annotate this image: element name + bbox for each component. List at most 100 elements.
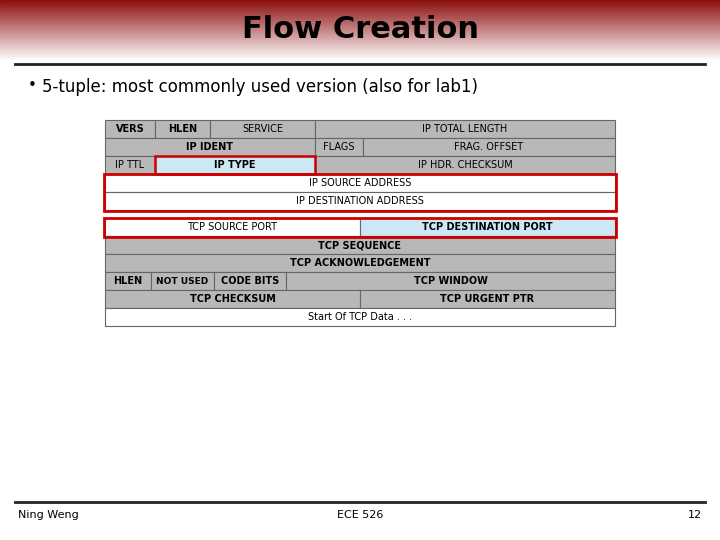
Bar bbox=[0, 31, 720, 32]
Bar bbox=[0, 28, 720, 29]
Text: TCP CHECKSUM: TCP CHECKSUM bbox=[189, 294, 276, 304]
Text: TCP URGENT PTR: TCP URGENT PTR bbox=[441, 294, 534, 304]
Bar bbox=[0, 56, 720, 57]
Text: IP TOTAL LENGTH: IP TOTAL LENGTH bbox=[423, 124, 508, 134]
Text: Flow Creation: Flow Creation bbox=[241, 16, 479, 44]
Bar bbox=[105, 174, 615, 192]
Bar bbox=[0, 20, 720, 21]
Bar bbox=[315, 156, 615, 174]
Bar bbox=[0, 30, 720, 31]
Bar bbox=[0, 36, 720, 37]
Bar bbox=[0, 43, 720, 44]
Text: VERS: VERS bbox=[116, 124, 145, 134]
Text: ECE 526: ECE 526 bbox=[337, 510, 383, 520]
Text: IP TTL: IP TTL bbox=[115, 160, 145, 170]
Bar bbox=[105, 254, 615, 272]
Bar bbox=[0, 35, 720, 36]
Bar bbox=[0, 17, 720, 18]
Bar bbox=[0, 22, 720, 23]
Bar bbox=[0, 59, 720, 60]
Text: CODE BITS: CODE BITS bbox=[221, 276, 279, 286]
Bar bbox=[0, 45, 720, 46]
Text: IP TYPE: IP TYPE bbox=[215, 160, 256, 170]
Bar bbox=[0, 48, 720, 49]
Bar bbox=[104, 218, 616, 237]
Text: TCP DESTINATION PORT: TCP DESTINATION PORT bbox=[422, 222, 553, 232]
Text: TCP ACKNOWLEDGEMENT: TCP ACKNOWLEDGEMENT bbox=[289, 258, 431, 268]
Bar bbox=[105, 290, 360, 308]
Text: TCP WINDOW: TCP WINDOW bbox=[413, 276, 487, 286]
Bar bbox=[0, 15, 720, 16]
Bar bbox=[363, 138, 615, 156]
Bar bbox=[0, 52, 720, 53]
Text: HLEN: HLEN bbox=[168, 124, 197, 134]
Bar bbox=[0, 0, 720, 1]
Bar bbox=[0, 12, 720, 13]
Bar bbox=[210, 120, 315, 138]
Bar bbox=[0, 25, 720, 26]
Bar bbox=[104, 173, 616, 211]
Bar bbox=[0, 1, 720, 2]
Bar bbox=[0, 5, 720, 6]
Bar bbox=[0, 7, 720, 8]
Text: Start Of TCP Data . . .: Start Of TCP Data . . . bbox=[308, 312, 412, 322]
Bar bbox=[0, 23, 720, 24]
Bar bbox=[105, 218, 360, 236]
Text: FLAGS: FLAGS bbox=[323, 142, 355, 152]
Bar bbox=[0, 6, 720, 7]
Bar bbox=[155, 156, 315, 174]
Bar bbox=[0, 8, 720, 9]
Bar bbox=[0, 27, 720, 28]
Text: •: • bbox=[28, 78, 37, 93]
Bar bbox=[0, 21, 720, 22]
Bar bbox=[151, 272, 214, 290]
Bar bbox=[0, 42, 720, 43]
Bar bbox=[0, 24, 720, 25]
Bar bbox=[214, 272, 286, 290]
Bar bbox=[105, 236, 615, 254]
Bar bbox=[155, 120, 210, 138]
Bar bbox=[0, 41, 720, 42]
Bar bbox=[0, 60, 720, 540]
Bar bbox=[0, 18, 720, 19]
Bar bbox=[360, 290, 615, 308]
Bar bbox=[0, 4, 720, 5]
Text: HLEN: HLEN bbox=[114, 276, 143, 286]
Bar bbox=[0, 29, 720, 30]
Bar bbox=[0, 11, 720, 12]
Bar bbox=[0, 53, 720, 54]
Bar bbox=[0, 16, 720, 17]
Bar bbox=[315, 120, 615, 138]
Text: IP SOURCE ADDRESS: IP SOURCE ADDRESS bbox=[309, 178, 411, 188]
Bar bbox=[0, 47, 720, 48]
Bar bbox=[105, 120, 155, 138]
Bar bbox=[315, 138, 363, 156]
Bar bbox=[0, 49, 720, 50]
Bar bbox=[0, 14, 720, 15]
Bar bbox=[0, 57, 720, 58]
Bar bbox=[0, 26, 720, 27]
Bar bbox=[0, 19, 720, 20]
Bar bbox=[0, 37, 720, 38]
Text: IP IDENT: IP IDENT bbox=[186, 142, 233, 152]
Bar bbox=[0, 44, 720, 45]
Text: TCP SOURCE PORT: TCP SOURCE PORT bbox=[187, 222, 277, 232]
Bar bbox=[105, 156, 155, 174]
Text: 12: 12 bbox=[688, 510, 702, 520]
Bar bbox=[0, 3, 720, 4]
Bar bbox=[0, 38, 720, 39]
Bar bbox=[0, 50, 720, 51]
Bar bbox=[0, 55, 720, 56]
Bar bbox=[0, 51, 720, 52]
Bar bbox=[0, 34, 720, 35]
Text: 5-tuple: most commonly used version (also for lab1): 5-tuple: most commonly used version (als… bbox=[42, 78, 478, 96]
Bar bbox=[0, 46, 720, 47]
Bar bbox=[105, 138, 315, 156]
Bar bbox=[105, 272, 151, 290]
Bar bbox=[0, 10, 720, 11]
Bar bbox=[0, 2, 720, 3]
Bar bbox=[0, 9, 720, 10]
Bar bbox=[0, 54, 720, 55]
Bar bbox=[0, 13, 720, 14]
Bar bbox=[360, 218, 615, 236]
